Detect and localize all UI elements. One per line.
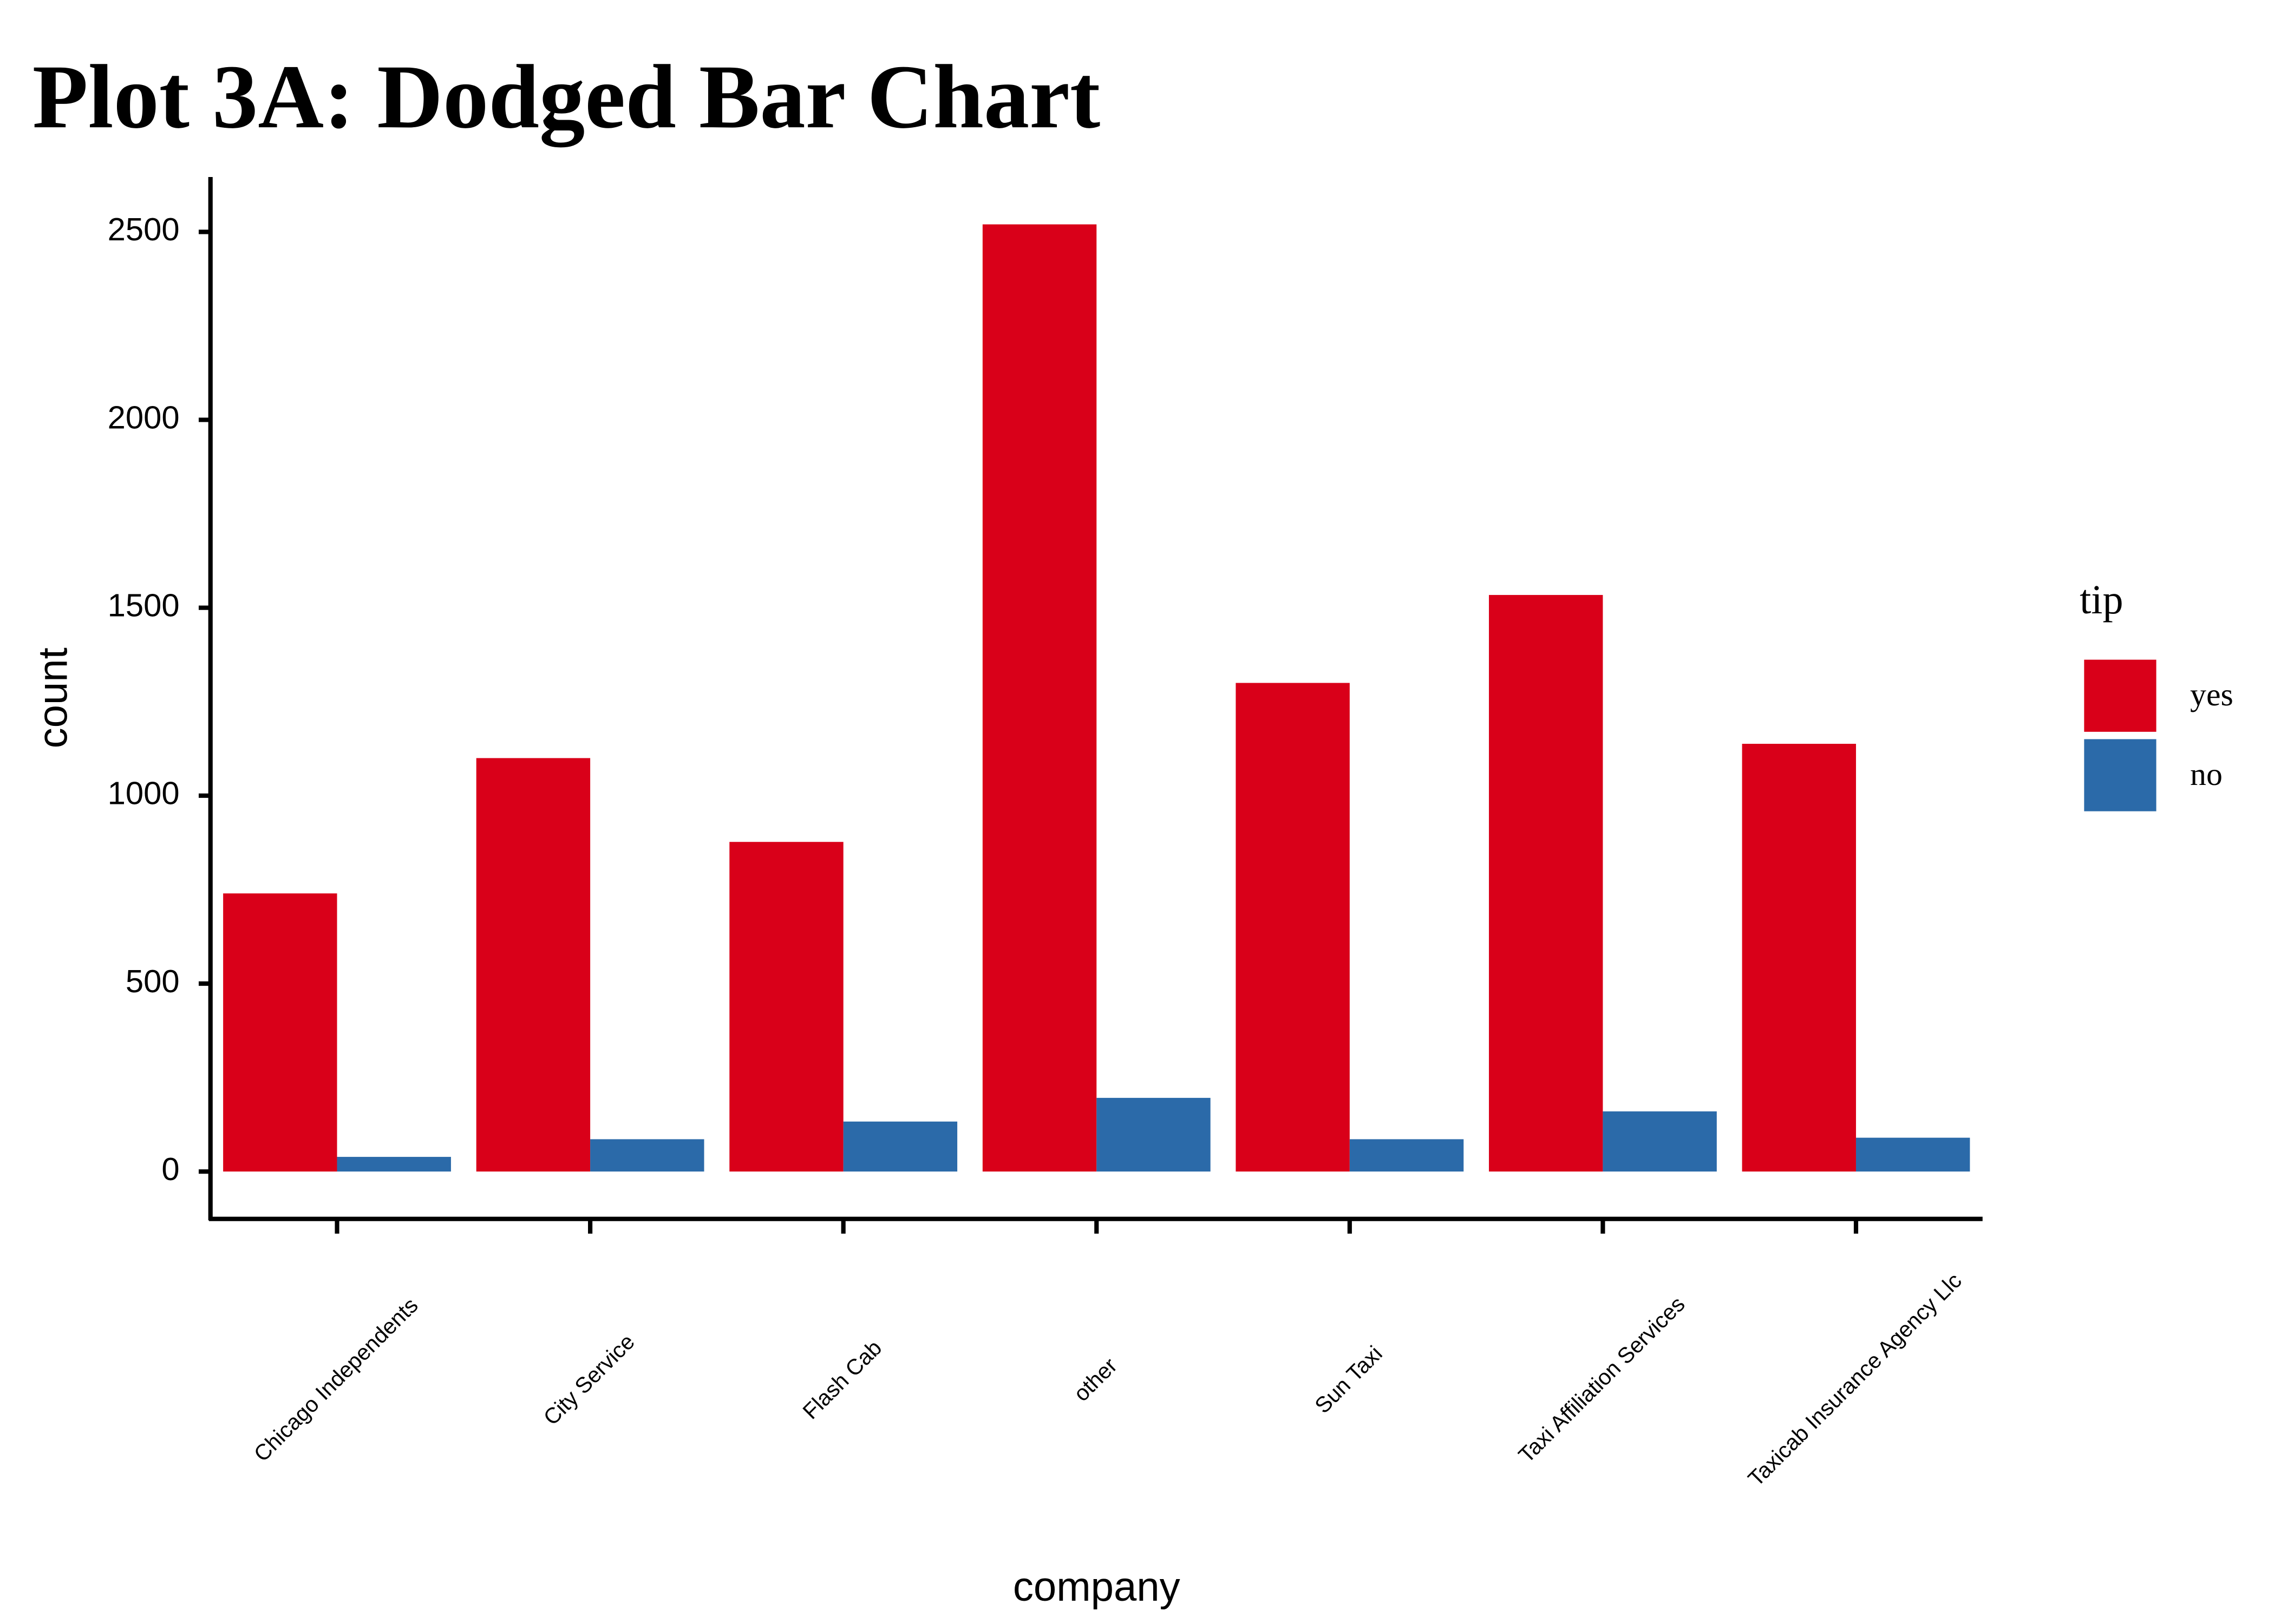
x-tick-label: Chicago Independents bbox=[249, 1293, 423, 1466]
y-axis-title: count bbox=[30, 647, 76, 748]
x-tick-label: Taxi Affiliation Services bbox=[1514, 1292, 1690, 1468]
bar bbox=[1603, 1111, 1717, 1172]
y-tick-label: 1000 bbox=[108, 775, 180, 811]
y-tick-label: 2000 bbox=[108, 399, 180, 435]
y-tick-label: 1500 bbox=[108, 587, 180, 623]
bar bbox=[590, 1139, 704, 1172]
legend-key bbox=[2084, 659, 2157, 732]
bar bbox=[223, 893, 337, 1172]
bar bbox=[1349, 1139, 1464, 1172]
bar bbox=[1742, 744, 1856, 1172]
y-tick-label: 2500 bbox=[108, 211, 180, 247]
bar bbox=[843, 1121, 958, 1172]
legend-label: no bbox=[2190, 756, 2223, 792]
bar bbox=[476, 758, 591, 1172]
y-tick-label: 0 bbox=[161, 1151, 179, 1187]
x-tick-label: Taxicab Insurance Agency Llc bbox=[1743, 1268, 1966, 1491]
legend-title: tip bbox=[2080, 577, 2123, 623]
bar bbox=[729, 842, 844, 1172]
bar bbox=[337, 1157, 451, 1172]
x-tick-label: Flash Cab bbox=[798, 1335, 886, 1424]
bar bbox=[1096, 1098, 1211, 1172]
legend-key bbox=[2084, 739, 2157, 811]
x-tick-label: City Service bbox=[539, 1329, 639, 1430]
bar bbox=[1488, 595, 1603, 1172]
bar bbox=[1855, 1137, 1970, 1172]
x-tick-label: Sun Taxi bbox=[1310, 1341, 1387, 1418]
y-tick-label: 500 bbox=[126, 963, 180, 999]
x-axis-title: company bbox=[1013, 1564, 1180, 1610]
x-tick-label: other bbox=[1069, 1353, 1122, 1406]
chart-title: Plot 3A: Dodged Bar Chart bbox=[32, 47, 1100, 147]
bar bbox=[982, 224, 1097, 1172]
legend-label: yes bbox=[2190, 677, 2233, 712]
bar bbox=[1236, 683, 1350, 1172]
